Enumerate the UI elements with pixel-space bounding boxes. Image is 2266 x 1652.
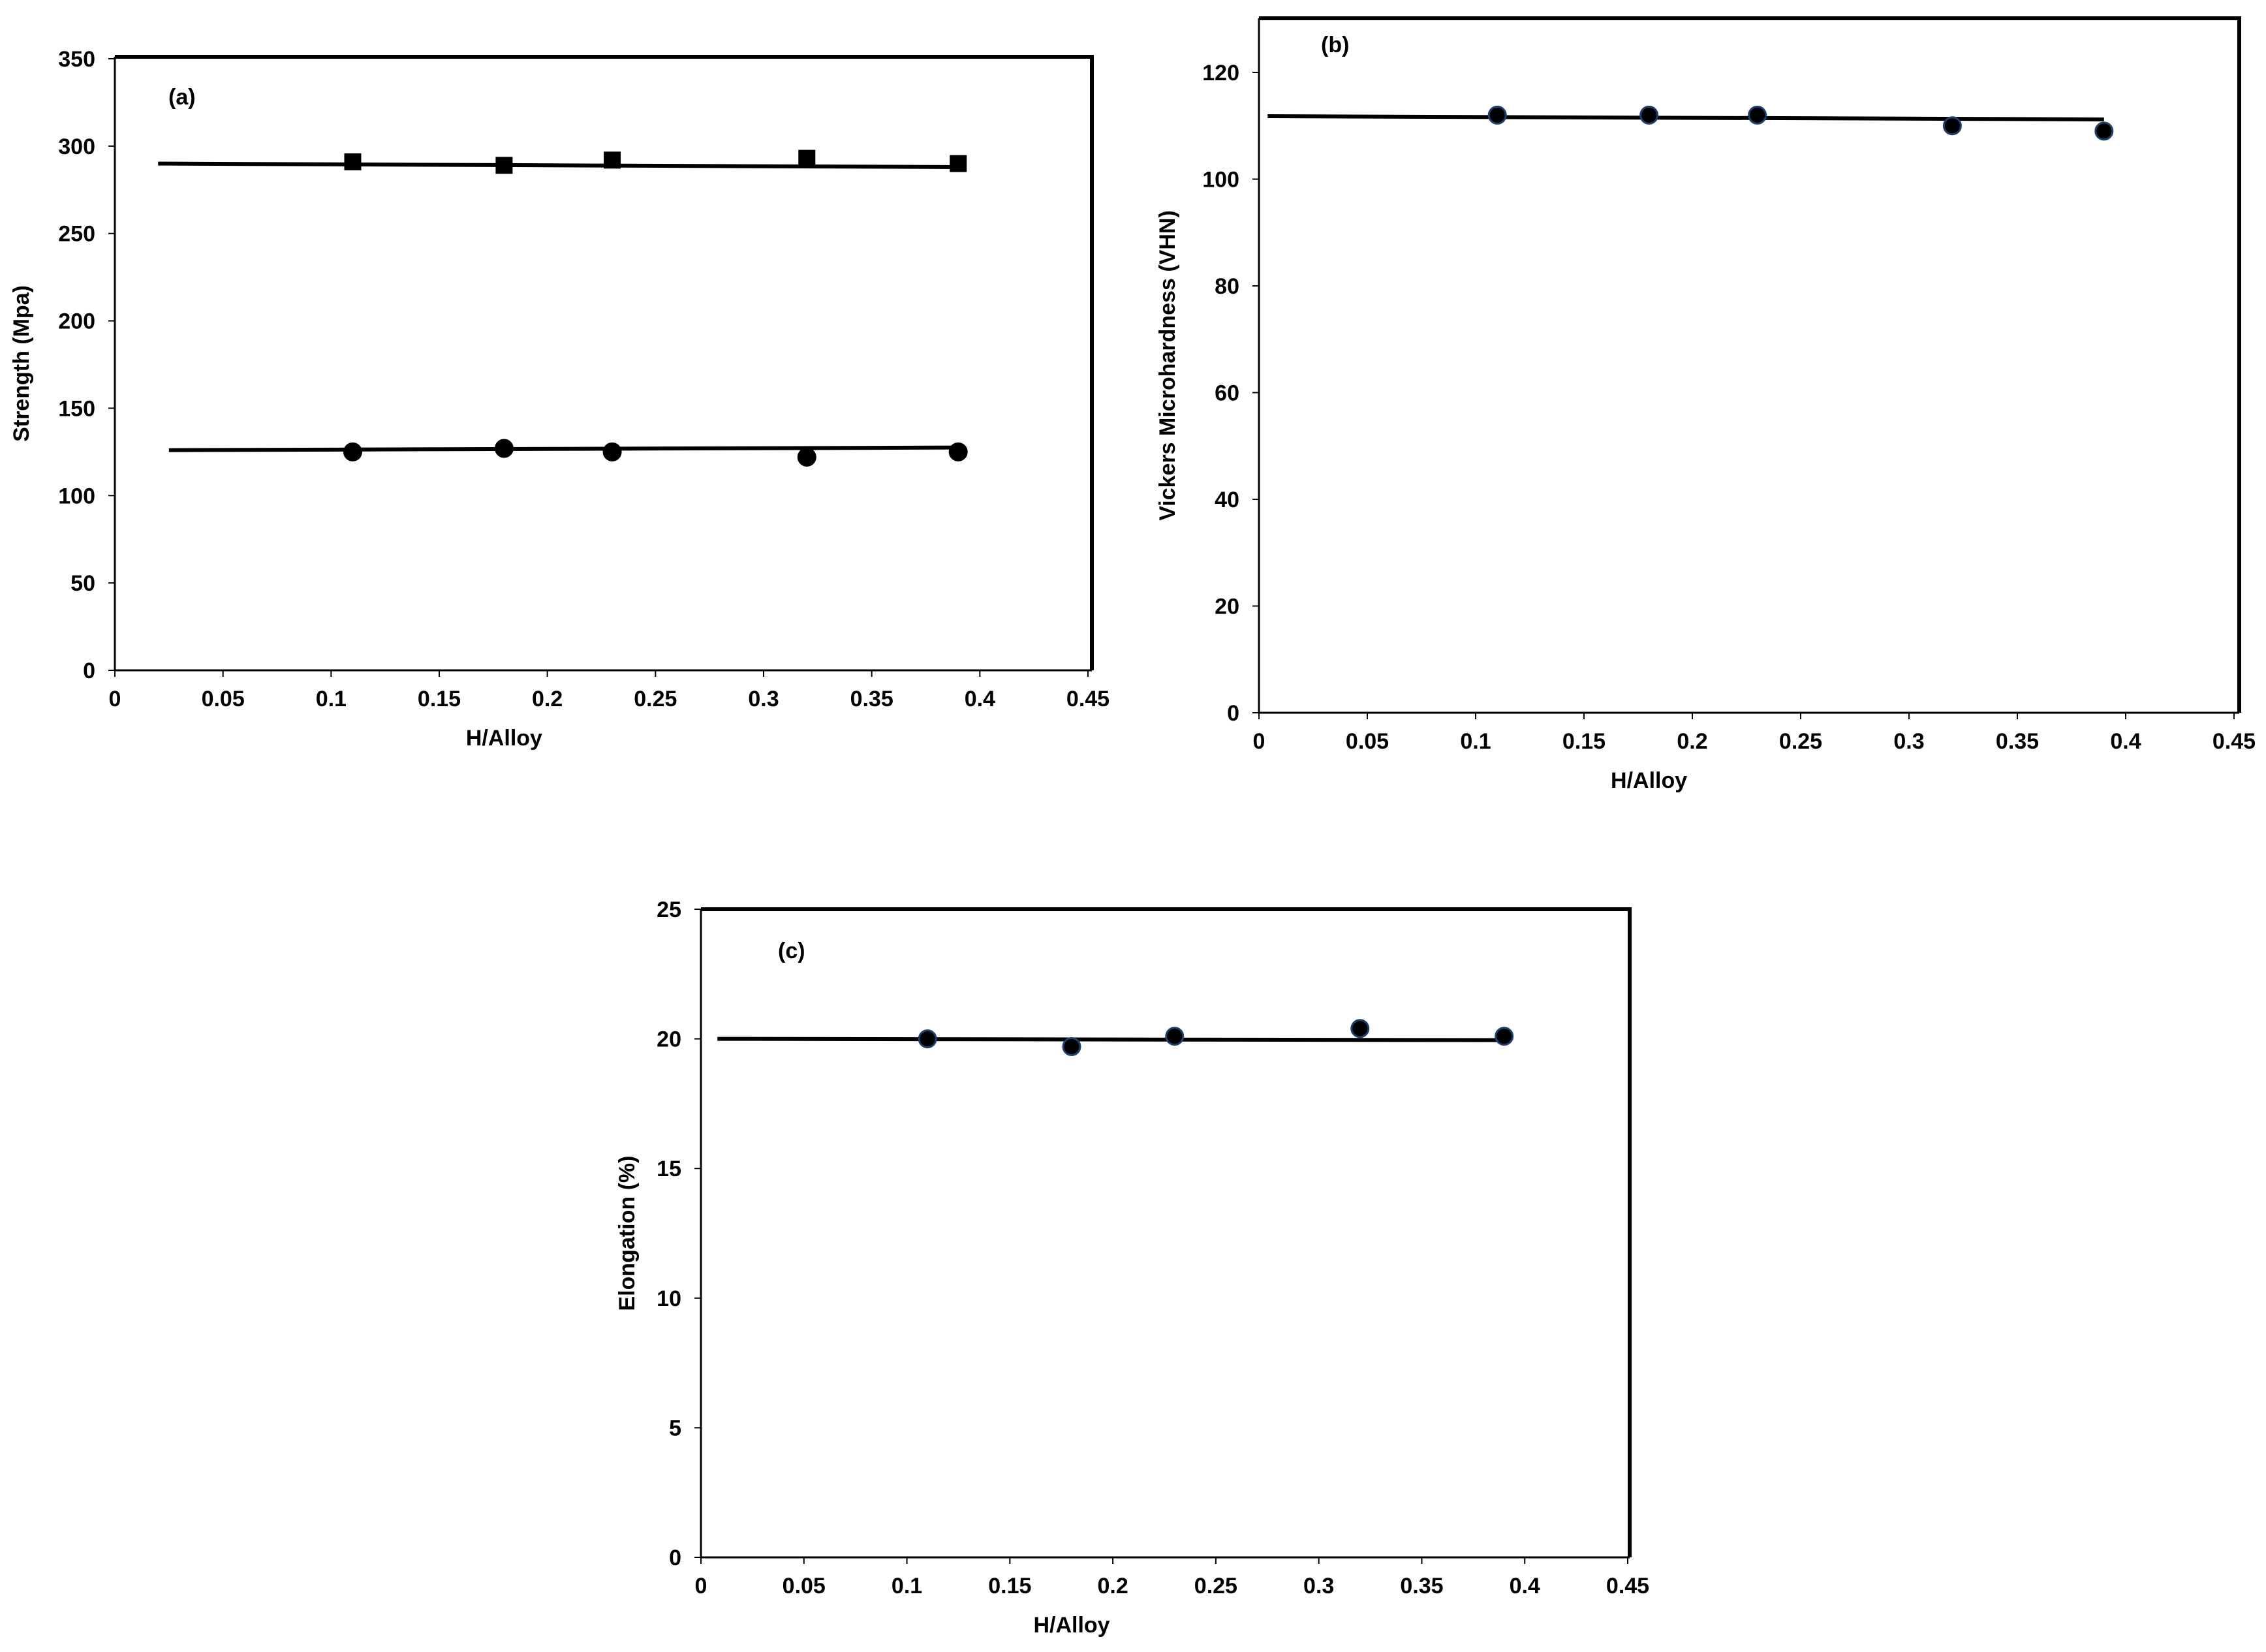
x-tick-label: 0.35 <box>1400 1574 1443 1598</box>
data-point-circle <box>1942 116 1962 136</box>
data-point-circle <box>1165 1027 1185 1046</box>
y-tick-label: 300 <box>58 134 95 159</box>
y-tick-label: 20 <box>1215 595 1239 619</box>
x-axis-title: H/Alloy <box>1611 768 1687 793</box>
x-tick-label: 0.4 <box>2110 729 2141 754</box>
fit-line-series-1 <box>1267 114 2104 121</box>
fit-line-series-1 <box>158 161 959 169</box>
panel-label: (c) <box>778 939 805 963</box>
data-point-circle <box>2094 121 2114 141</box>
data-point-circle <box>797 447 816 467</box>
x-tick-label: 0.4 <box>965 687 995 711</box>
x-tick-label: 0.1 <box>892 1574 922 1598</box>
data-point-circle <box>494 439 514 458</box>
x-tick-label: 0.15 <box>988 1574 1031 1598</box>
data-point-circle <box>343 442 362 461</box>
x-tick-label: 0.15 <box>418 687 461 711</box>
data-point-circle <box>1487 105 1507 125</box>
x-tick-label: 0.05 <box>783 1574 826 1598</box>
panel-label: (b) <box>1321 33 1349 57</box>
panel-label: (a) <box>168 85 196 110</box>
y-tick-label: 60 <box>1215 381 1239 406</box>
chart-panel-2: 0 0.05 0.1 0.15 0.2 0.25 0.3 0.35 0.4 0.45 0 20 40 60… <box>1155 16 2256 793</box>
y-tick-label: 0 <box>83 659 95 683</box>
x-tick-label: 0.2 <box>532 687 563 711</box>
x-tick-label: 0.25 <box>1779 729 1822 754</box>
x-tick-label: 0.4 <box>1510 1574 1540 1598</box>
data-point-circle <box>1350 1019 1370 1038</box>
y-tick-label: 350 <box>58 47 95 72</box>
y-tick-label: 200 <box>58 309 95 334</box>
x-tick-label: 0.2 <box>1097 1574 1128 1598</box>
y-tick-label: 15 <box>657 1157 681 1181</box>
x-tick-label: 0.05 <box>202 687 245 711</box>
data-point-square <box>950 155 967 172</box>
data-point-circle <box>1639 105 1659 125</box>
data-point-circle <box>602 442 622 461</box>
x-tick-label: 0.05 <box>1346 729 1389 754</box>
x-tick-label: 0.1 <box>1460 729 1491 754</box>
y-tick-label: 80 <box>1215 274 1239 299</box>
data-point-circle <box>1748 105 1767 125</box>
plot-frame <box>1259 16 2241 713</box>
x-tick-label: 0.45 <box>2212 729 2256 754</box>
y-tick-label: 25 <box>657 897 681 922</box>
x-tick-label: 0.35 <box>1996 729 2039 754</box>
y-tick-label: 0 <box>669 1546 681 1570</box>
x-tick-label: 0 <box>109 687 121 711</box>
y-tick-label: 40 <box>1215 488 1239 512</box>
data-point-circle <box>918 1029 937 1049</box>
y-axis-title: Elongation (%) <box>615 1156 640 1311</box>
data-point-circle <box>1495 1027 1514 1046</box>
data-point-circle <box>1062 1037 1081 1057</box>
y-axis-title: Vickers Microhardness (VHN) <box>1155 210 1180 521</box>
data-point-square <box>344 153 362 170</box>
x-axis-title: H/Alloy <box>466 726 542 751</box>
x-tick-label: 0.15 <box>1562 729 1606 754</box>
x-tick-label: 0.35 <box>850 687 893 711</box>
y-tick-label: 250 <box>58 222 95 247</box>
data-point-square <box>604 151 621 169</box>
y-tick-label: 100 <box>1202 168 1239 193</box>
x-tick-label: 0.25 <box>634 687 677 711</box>
plot-frame <box>701 907 1632 1557</box>
x-tick-label: 0 <box>1253 729 1265 754</box>
y-tick-label: 100 <box>58 484 95 508</box>
y-tick-label: 0 <box>1227 701 1239 726</box>
x-tick-label: 0 <box>695 1574 707 1598</box>
y-tick-label: 10 <box>657 1286 681 1311</box>
x-axis-title: H/Alloy <box>1033 1613 1110 1638</box>
y-axis-title: Strength (Mpa) <box>9 285 34 442</box>
x-tick-label: 0.3 <box>1893 729 1924 754</box>
data-point-circle <box>948 442 968 461</box>
x-tick-label: 0.3 <box>1303 1574 1334 1598</box>
x-tick-label: 0.1 <box>316 687 347 711</box>
x-tick-label: 0.45 <box>1606 1574 1649 1598</box>
data-point-square <box>495 157 513 174</box>
y-tick-label: 150 <box>58 396 95 421</box>
y-tick-label: 120 <box>1202 61 1239 86</box>
fit-line-series-2 <box>168 445 959 452</box>
fit-line-series-1 <box>717 1036 1504 1042</box>
x-tick-label: 0.2 <box>1677 729 1707 754</box>
x-tick-label: 0.3 <box>748 687 779 711</box>
chart-panel-3: 0 0.05 0.1 0.15 0.2 0.25 0.3 0.35 0.4 0.45 0 5 10 15 2… <box>615 897 1649 1638</box>
x-tick-label: 0.25 <box>1194 1574 1237 1598</box>
plot-frame <box>115 55 1094 670</box>
y-tick-label: 5 <box>669 1416 681 1441</box>
y-tick-label: 50 <box>70 571 95 596</box>
data-point-square <box>798 149 816 167</box>
y-tick-label: 20 <box>657 1027 681 1052</box>
x-tick-label: 0.45 <box>1066 687 1110 711</box>
chart-panel-1: 0 0.05 0.1 0.15 0.2 0.25 0.3 0.35 0.4 0.45 0 50 100 1… <box>9 47 1110 751</box>
